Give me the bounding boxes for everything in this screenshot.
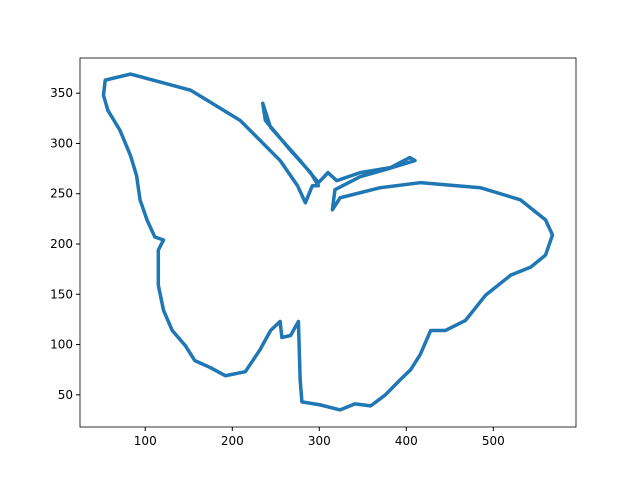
x-tick-label: 200	[221, 434, 244, 448]
y-tick-label: 300	[50, 136, 73, 150]
y-tick-label: 150	[50, 287, 73, 301]
y-tick-label: 250	[50, 187, 73, 201]
y-tick-label: 100	[50, 338, 73, 352]
x-tick-label: 400	[395, 434, 418, 448]
y-tick-label: 50	[58, 388, 73, 402]
y-tick-label: 200	[50, 237, 73, 251]
x-tick-label: 300	[308, 434, 331, 448]
plot-frame	[79, 57, 577, 428]
x-tick-label: 500	[482, 434, 505, 448]
y-tick-label: 350	[50, 86, 73, 100]
x-tick-label: 100	[134, 434, 157, 448]
line-series	[101, 72, 555, 412]
